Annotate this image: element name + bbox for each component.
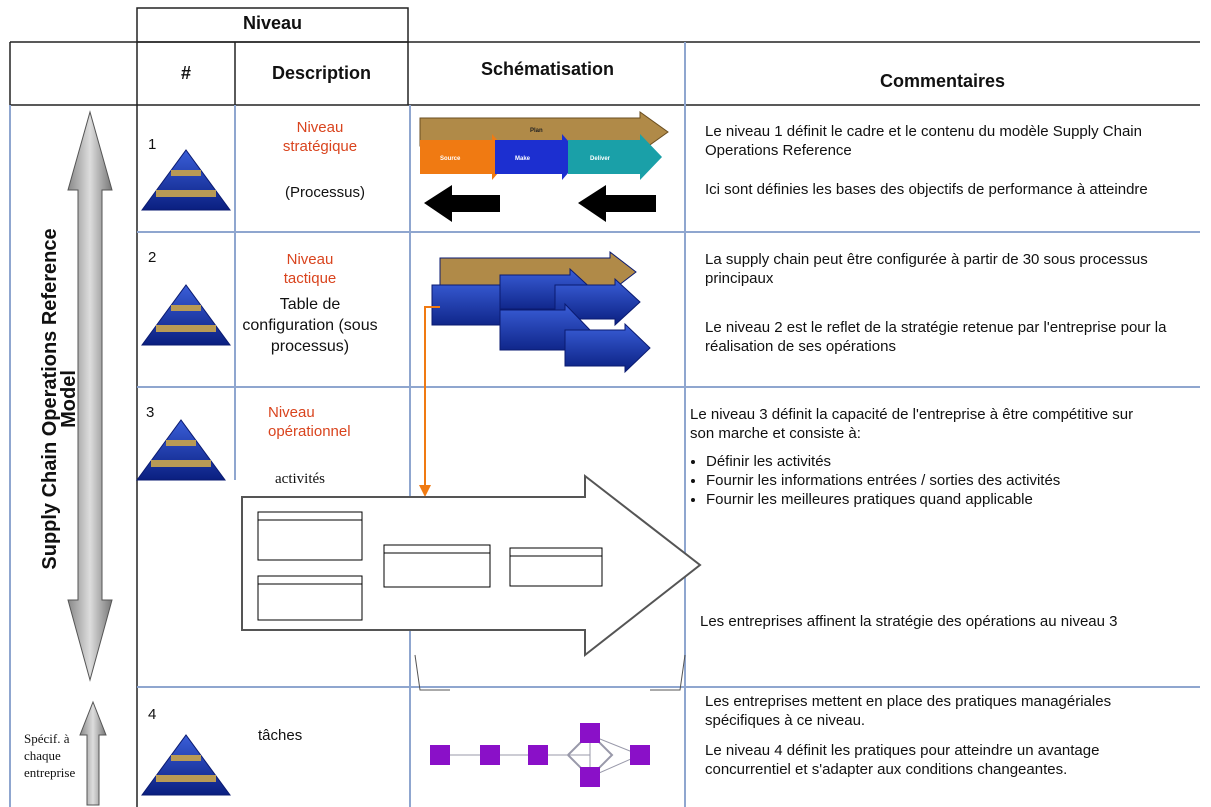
bullet: Définir les activités xyxy=(706,452,1176,471)
level-title: Niveau tactique xyxy=(283,251,337,287)
schema-label: Plan xyxy=(530,128,543,134)
header-group: Niveau xyxy=(242,13,303,33)
schema-label: Make xyxy=(515,156,531,162)
table-grid xyxy=(9,42,1200,807)
comment: Ici sont définies les bases des objectif… xyxy=(705,181,1148,198)
level-subtitle: tâches xyxy=(258,727,303,744)
level-title: Niveau opérationnel xyxy=(268,404,351,440)
level-title: Niveau stratégique xyxy=(282,119,358,155)
pyramid xyxy=(141,734,231,796)
level-number: 1 xyxy=(148,136,157,153)
comment: Le niveau 2 est le reflet de la stratégi… xyxy=(705,319,1167,355)
column-header: Description xyxy=(271,63,372,83)
specific-label: Spécif. à chaque entreprise xyxy=(24,731,76,780)
comment: Le niveau 3 définit la capacité de l'ent… xyxy=(690,406,1134,442)
level-number: 4 xyxy=(148,706,157,723)
comment: La supply chain peut être configurée à p… xyxy=(705,251,1148,287)
pyramid xyxy=(141,284,231,346)
level-number: 3 xyxy=(146,404,155,421)
task-network xyxy=(414,654,686,787)
pyramid xyxy=(136,419,226,481)
configuration-schema xyxy=(431,250,651,374)
schema-label: Deliver xyxy=(590,156,611,162)
link-arrow-head xyxy=(419,485,431,497)
model-label: Supply Chain Operations Reference Model xyxy=(39,228,80,570)
level-number: 2 xyxy=(148,249,157,266)
comment: Les entreprises mettent en place des pra… xyxy=(705,693,1112,729)
bullet: Fournir les informations entrées / sorti… xyxy=(706,471,1176,490)
column-header: Commentaires xyxy=(879,71,1006,91)
column-header: Schématisation xyxy=(480,59,615,79)
specific-arrow xyxy=(79,700,107,806)
bullet-list: Définir les activités Fournir les inform… xyxy=(692,452,1176,509)
column-header: # xyxy=(180,63,191,83)
table-frame xyxy=(9,7,1200,807)
bullet: Fournir les meilleures pratiques quand a… xyxy=(706,490,1176,509)
model-arrow xyxy=(67,110,113,682)
link-arrow xyxy=(424,306,440,488)
comment: Le niveau 4 définit les pratiques pour a… xyxy=(705,742,1100,778)
schema-label: Source xyxy=(440,156,461,162)
level-subtitle: activités xyxy=(275,471,325,487)
comment: Le niveau 1 définit le cadre et le conte… xyxy=(705,123,1142,159)
level-subtitle: Table de configuration (sous processus) xyxy=(242,296,378,355)
process-schema xyxy=(419,111,669,222)
level-subtitle: (Processus) xyxy=(284,184,366,201)
activity-boxes xyxy=(257,511,603,621)
pyramid xyxy=(141,149,231,211)
comment: Les entreprises affinent la stratégie de… xyxy=(700,613,1118,630)
